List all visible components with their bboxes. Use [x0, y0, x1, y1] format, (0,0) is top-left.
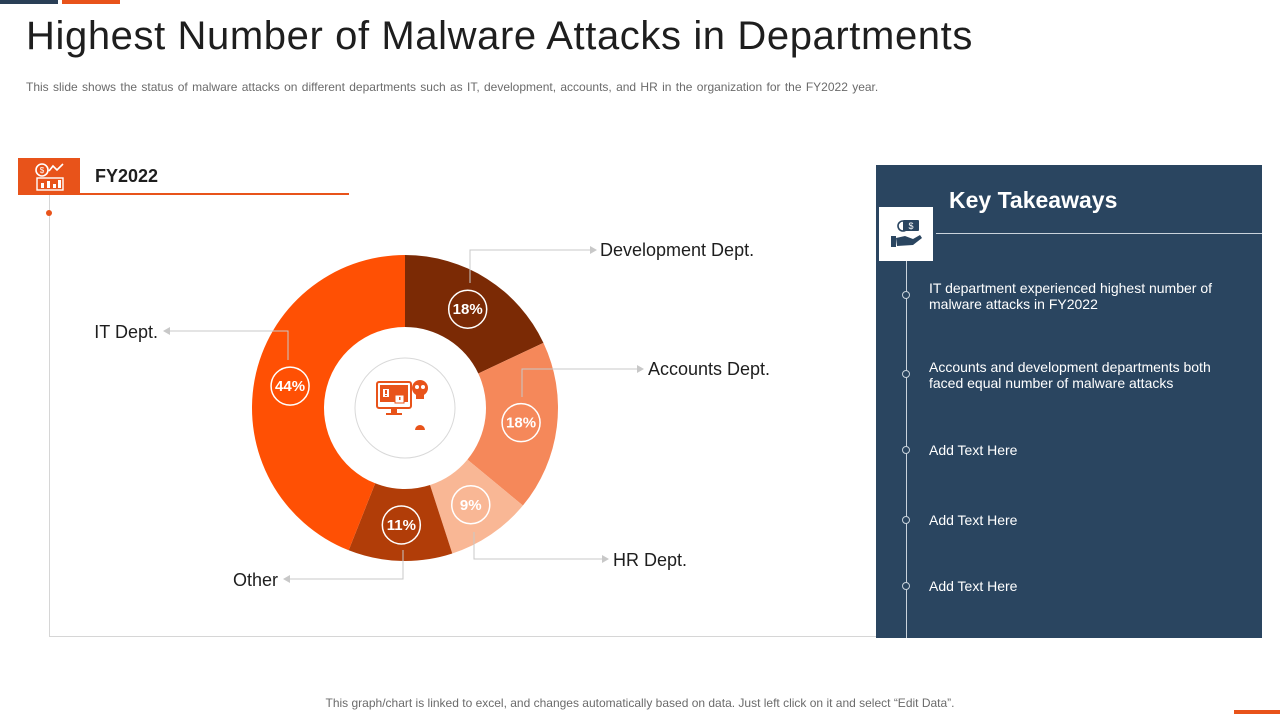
percent-badge — [501, 402, 541, 443]
category-label: IT Dept. — [94, 322, 158, 342]
donut-center — [354, 357, 456, 459]
header-underline — [18, 193, 349, 195]
takeaways-divider — [936, 233, 1262, 234]
donut-slice — [405, 255, 544, 374]
top-accent-bar-dark — [0, 0, 58, 4]
page-subtitle: This slide shows the status of malware a… — [26, 80, 879, 94]
donut-slice — [430, 459, 523, 554]
footer-note: This graph/chart is linked to excel, and… — [325, 696, 955, 710]
timeline-dot — [902, 582, 910, 590]
percent-badge — [451, 485, 491, 525]
percent-badge — [381, 505, 422, 545]
takeaway-text: Add Text Here — [929, 442, 1018, 458]
callout-leaders — [163, 246, 644, 583]
callout-line — [170, 330, 289, 360]
category-label: Development Dept. — [600, 240, 754, 260]
percent-badge — [447, 289, 488, 329]
percent-badge — [270, 366, 310, 406]
chart-period-label: FY2022 — [95, 166, 159, 186]
hand-money-icon: $ — [879, 207, 933, 261]
category-label: Other — [233, 570, 278, 590]
takeaway-text: Add Text Here — [929, 512, 1018, 528]
percent-label: 18% — [506, 415, 536, 432]
timeline-dot — [902, 516, 910, 524]
takeaway-text: Add Text Here — [929, 578, 1018, 594]
svg-text:$: $ — [908, 221, 913, 231]
callout-arrow — [283, 575, 290, 583]
callout-line — [290, 550, 404, 580]
callout-arrow — [590, 246, 597, 254]
timeline-dot — [902, 446, 910, 454]
timeline-dot — [902, 370, 910, 378]
bottom-accent-bar — [1234, 710, 1280, 714]
donut-slice — [348, 483, 453, 561]
percent-labels: 18% 18% 9% 11% 44% — [270, 289, 541, 545]
category-label: HR Dept. — [613, 550, 687, 570]
callout-line — [473, 532, 602, 560]
percent-label: 18% — [453, 301, 483, 318]
percent-label: 9% — [460, 497, 482, 514]
chart-panel — [49, 194, 876, 637]
callout-arrow — [602, 555, 609, 563]
callout-line — [521, 368, 637, 397]
timeline-dot — [46, 210, 52, 216]
takeaways-title: Key Takeaways — [949, 187, 1118, 213]
callout-arrow — [637, 365, 644, 373]
category-label: Accounts Dept. — [648, 359, 770, 379]
key-takeaways-panel: Key Takeaways $ IT department experience… — [876, 165, 1262, 638]
takeaway-text: Accounts and development departments bot… — [929, 359, 1211, 391]
computer-virus-skull-icon — [376, 380, 428, 430]
callout-line — [469, 249, 590, 283]
chart-report-icon: $ — [18, 158, 80, 194]
svg-text:$: $ — [40, 166, 45, 175]
page-title: Highest Number of Malware Attacks in Dep… — [26, 14, 973, 58]
takeaway-text: IT department experienced highest number… — [929, 280, 1213, 312]
donut-slices — [251, 254, 559, 561]
percent-label: 44% — [275, 378, 305, 395]
timeline-dot — [902, 291, 910, 299]
callout-arrow — [163, 327, 170, 335]
donut-slice — [251, 254, 405, 551]
donut-chart: 18% 18% 9% 11% 44% Development Dept. Accounts… — [94, 240, 770, 590]
department-labels: Development Dept. Accounts Dept. HR Dept. O… — [94, 240, 770, 590]
percent-label: 11% — [387, 517, 416, 534]
top-accent-bar-orange — [62, 0, 120, 4]
donut-slice — [467, 342, 559, 506]
